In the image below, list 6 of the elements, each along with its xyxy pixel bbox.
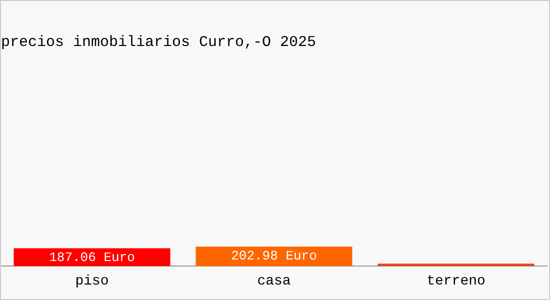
data-label: 202.98 Euro <box>231 248 317 264</box>
x-tick-label: piso <box>75 273 109 290</box>
x-tick-label: terreno <box>426 273 486 290</box>
chart-title: precios inmobiliarios Curro,-O 2025 <box>1 34 316 51</box>
x-tick-label: casa <box>257 273 291 290</box>
data-label: 187.06 Euro <box>49 250 135 266</box>
